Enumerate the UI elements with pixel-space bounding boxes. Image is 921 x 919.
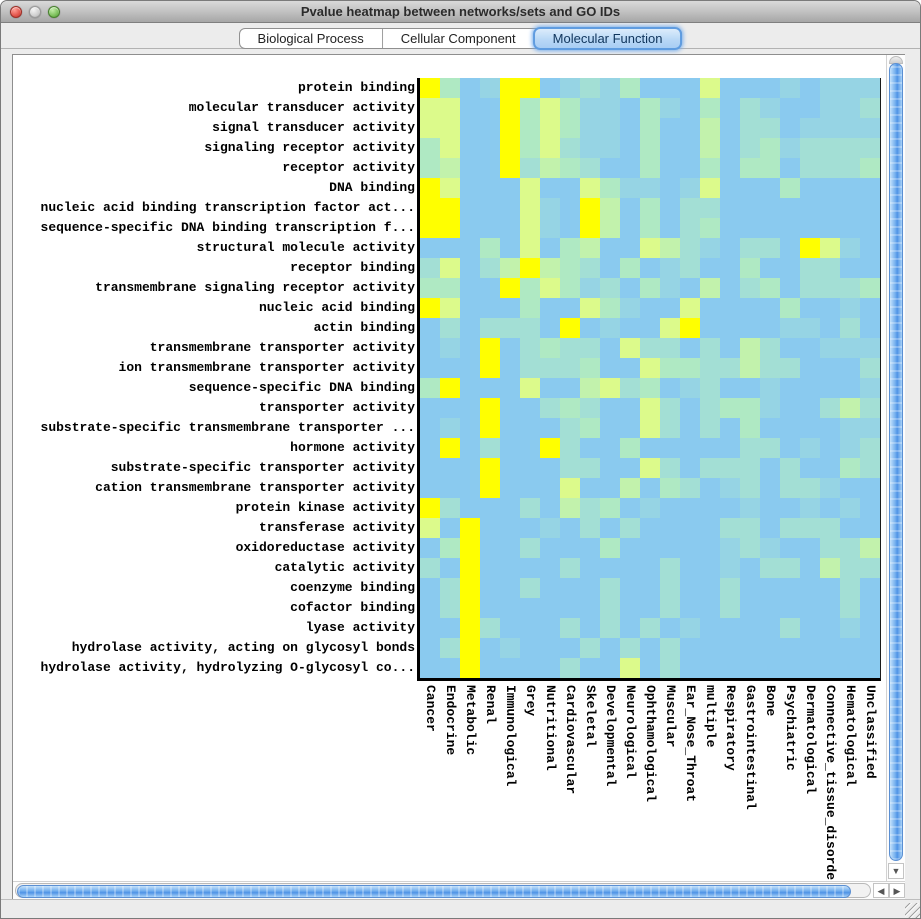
horizontal-scrollbar-track[interactable] (15, 883, 871, 898)
tab-molecular-function[interactable]: Molecular Function (532, 27, 683, 50)
horizontal-scrollbar-thumb[interactable] (17, 885, 851, 898)
scroll-left-arrow-icon[interactable]: ◀ (873, 883, 889, 898)
tab-cellular-component[interactable]: Cellular Component (381, 29, 534, 48)
content-panel (12, 54, 905, 899)
zoom-button[interactable] (48, 6, 60, 18)
vertical-scrollbar-thumb[interactable] (889, 63, 903, 861)
window-title: Pvalue heatmap between networks/sets and… (300, 4, 621, 19)
horizontal-scrollbar[interactable]: ◀ ▶ (13, 881, 905, 899)
title-bar[interactable]: Pvalue heatmap between networks/sets and… (1, 1, 920, 23)
close-button[interactable] (10, 6, 22, 18)
scroll-down-arrow-icon[interactable]: ▼ (888, 863, 904, 879)
tab-biological-process[interactable]: Biological Process (257, 31, 364, 46)
tab-strip: Biological Process Cellular Component Mo… (1, 23, 920, 54)
minimize-button[interactable] (29, 6, 41, 18)
window-bottom-chrome (1, 899, 920, 918)
scroll-right-arrow-icon[interactable]: ▶ (889, 883, 905, 898)
vertical-scrollbar[interactable]: ▼ (886, 55, 905, 881)
tab-group: Biological Process Cellular Component Mo… (238, 27, 683, 50)
resize-grip[interactable] (905, 903, 920, 918)
